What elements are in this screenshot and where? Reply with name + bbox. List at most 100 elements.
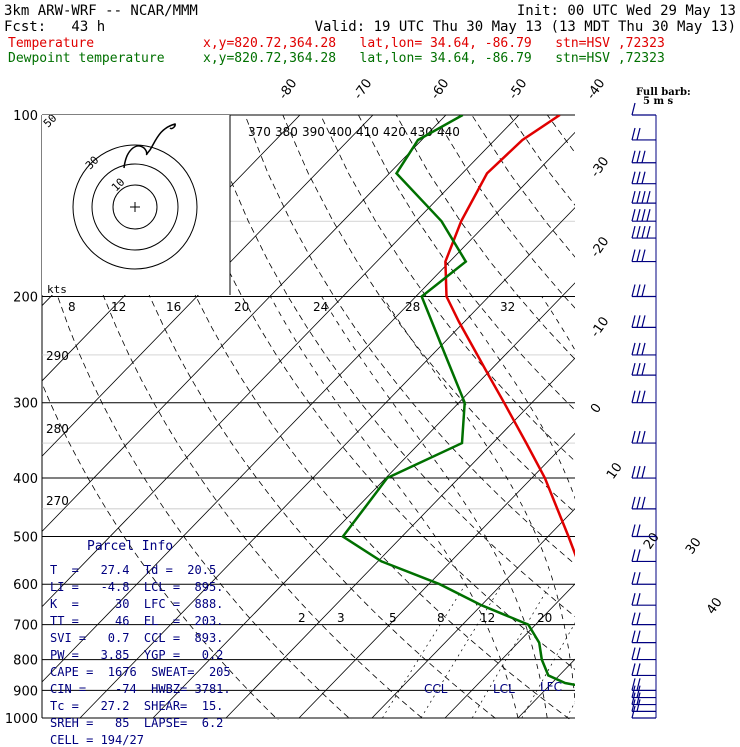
- barb-flag: [632, 103, 635, 115]
- isotherm-line: [518, 115, 740, 718]
- hodograph: 50 30 10 kts: [41, 112, 230, 296]
- wind-barb: [632, 285, 656, 297]
- barb-flag: [637, 191, 640, 203]
- dry-adiabat: [207, 115, 733, 731]
- barb-flag: [632, 172, 635, 184]
- isotherm-label: 20: [641, 530, 663, 552]
- mixing-ratio-label: 12: [480, 611, 495, 625]
- barb-flag: [632, 613, 635, 625]
- dry-adiabat: [585, 115, 740, 731]
- isotherm-line: [445, 115, 740, 718]
- barb-flag: [642, 497, 645, 509]
- barb-flag: [632, 593, 635, 605]
- wind-barb: [632, 431, 656, 443]
- dry-adiabat: [661, 115, 740, 731]
- theta-e-label: 400: [329, 125, 352, 139]
- wind-barb: [632, 663, 656, 675]
- pressure-tick-label: 900: [13, 684, 38, 699]
- barb-flag: [632, 285, 635, 297]
- pressure-tick-label: 500: [13, 530, 38, 545]
- theta-e-label: 370: [248, 125, 271, 139]
- barb-flag: [637, 285, 640, 297]
- barb-flag: [642, 315, 645, 327]
- barb-flag: [632, 663, 635, 675]
- mixing-ratio-label: 20: [234, 300, 249, 314]
- wind-barb: [632, 699, 656, 711]
- barb-legend-line2: 5 m s: [643, 96, 674, 107]
- wind-barbs: [632, 103, 656, 718]
- barb-flag: [642, 250, 645, 262]
- mixing-ratio-label: 20: [537, 611, 552, 625]
- isotherm-label: -10: [588, 314, 612, 340]
- barb-flag: [637, 343, 640, 355]
- parcel-row: PW = 3.85 YGP = 0.2: [50, 648, 223, 662]
- barb-flag: [632, 315, 635, 327]
- barb-flag: [632, 466, 635, 478]
- wind-barb: [632, 391, 656, 403]
- pressure-tick-label: 1000: [5, 712, 38, 727]
- barb-flag: [632, 524, 635, 536]
- mixing-ratio-line: [472, 584, 550, 718]
- barb-flag: [637, 572, 640, 584]
- isotherm-line: [153, 115, 738, 718]
- isotherm-line: [226, 115, 740, 718]
- isotherm-label: 40: [704, 595, 726, 617]
- barb-flag: [642, 391, 645, 403]
- barb-flag: [637, 250, 640, 262]
- barb-flag: [637, 172, 640, 184]
- barb-flag: [637, 613, 640, 625]
- theta-label: 270: [46, 494, 69, 508]
- barb-flag: [637, 497, 640, 509]
- dry-adiabat: [321, 115, 740, 731]
- barb-flag: [637, 524, 640, 536]
- moist-adiabat: [456, 297, 606, 719]
- isotherm-label: -20: [588, 234, 612, 260]
- barb-flag: [637, 363, 640, 375]
- parcel-level-label: LFC: [540, 680, 562, 694]
- wind-barb: [632, 209, 656, 221]
- barb-flag: [647, 226, 650, 238]
- wind-barb: [632, 151, 656, 163]
- isotherm-label: 0: [588, 401, 605, 416]
- wind-barb: [632, 250, 656, 262]
- barb-flag: [632, 572, 635, 584]
- pressure-tick-label: 600: [13, 578, 38, 593]
- moist-adiabat: [322, 297, 548, 719]
- mixing-ratio-line: [567, 584, 640, 718]
- barb-flag: [632, 549, 635, 561]
- parcel-info-title: Parcel Info: [87, 539, 173, 554]
- hodograph-units: kts: [47, 283, 67, 296]
- barb-flag: [632, 631, 635, 643]
- mixing-ratio-label: 32: [500, 300, 515, 314]
- parcel-row: Tc = 27.2 SHEAR= 15.: [50, 699, 223, 713]
- mixing-ratio-label: 24: [313, 300, 328, 314]
- isotherm-label: -60: [428, 76, 452, 102]
- dewpoint-line: [343, 115, 612, 718]
- barb-flag: [632, 391, 635, 403]
- isotherm-label: -80: [276, 76, 300, 102]
- barb-flag: [637, 391, 640, 403]
- theta-e-label: 420: [383, 125, 406, 139]
- barb-flag: [642, 209, 645, 221]
- dry-adiabat: [736, 115, 740, 731]
- parcel-row: CELL = 194/27: [50, 733, 144, 747]
- pressure-tick-label: 400: [13, 472, 38, 487]
- barb-flag: [647, 209, 650, 221]
- isotherm-label: -40: [584, 76, 608, 102]
- barb-flag: [637, 431, 640, 443]
- wind-barb: [632, 191, 656, 203]
- barb-flag: [637, 466, 640, 478]
- parcel-row: CIN = -74 HWBZ= 3781.: [50, 682, 231, 696]
- barb-flag: [642, 285, 645, 297]
- barb-flag: [632, 209, 635, 221]
- mixing-ratio-label: 2: [298, 611, 306, 625]
- mixing-ratio-label: 5: [389, 611, 397, 625]
- pressure-tick-label: 800: [13, 654, 38, 669]
- wind-barb: [632, 678, 656, 690]
- mixing-ratio-label: 3: [337, 611, 345, 625]
- wind-barb: [632, 497, 656, 509]
- barb-flag: [637, 209, 640, 221]
- isotherm-label: 30: [683, 535, 705, 557]
- isotherm-label: -30: [588, 154, 612, 180]
